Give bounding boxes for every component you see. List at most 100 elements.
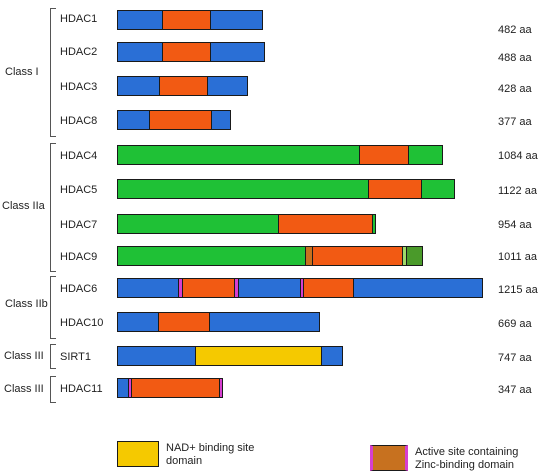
protein-length: 954 aa <box>498 219 532 231</box>
nad-binding-domain <box>196 347 322 365</box>
protein-length: 1084 aa <box>498 150 538 162</box>
deacetylase-flank <box>118 11 163 29</box>
hdac2-bar <box>117 42 265 62</box>
deacetylase-domain <box>163 11 211 29</box>
deacetylase-domain <box>160 77 208 95</box>
class-iii-hdac11-brace-top <box>50 376 56 377</box>
legend-active-site-swatch <box>370 445 408 471</box>
deacetylase-flank <box>211 11 262 29</box>
deacetylase-domain <box>132 379 220 397</box>
protein-length: 488 aa <box>498 52 532 64</box>
protein-name: HDAC7 <box>60 219 98 231</box>
class-iia-brace <box>50 143 51 271</box>
class-iia-brace-top <box>50 143 56 144</box>
protein-name: HDAC11 <box>60 383 103 395</box>
protein-name: HDAC10 <box>60 317 104 329</box>
c-terminal-domain <box>407 247 422 265</box>
class-iia-label: Class IIa <box>2 200 45 212</box>
deacetylase-flank <box>118 111 150 129</box>
protein-length: 747 aa <box>498 352 532 364</box>
c-terminal-flank <box>322 347 342 365</box>
protein-name: SIRT1 <box>60 351 91 363</box>
class-i-brace-bottom <box>50 136 56 137</box>
deacetylase-domain <box>279 215 373 233</box>
class-iia-brace-bottom <box>50 271 56 272</box>
legend-active-site-label: Active site containing Zinc-binding doma… <box>415 446 519 471</box>
legend-nad-swatch <box>117 441 159 467</box>
c-terminal-domain <box>422 180 454 198</box>
protein-name: HDAC8 <box>60 115 98 127</box>
deacetylase-domain <box>163 43 211 61</box>
hdac11-bar <box>117 378 223 398</box>
protein-name: HDAC3 <box>60 81 98 93</box>
deacetylase-flank <box>118 43 163 61</box>
deacetylase-domain <box>360 146 409 164</box>
protein-name: HDAC9 <box>60 251 98 263</box>
zinc-binding-marker <box>179 279 183 297</box>
hdac9-bar <box>117 246 423 266</box>
n-terminal-domain <box>118 180 369 198</box>
c-terminal-flank <box>354 279 482 297</box>
deacetylase-flank <box>118 77 160 95</box>
c-terminal-domain <box>409 146 442 164</box>
protein-name: HDAC5 <box>60 184 98 196</box>
class-iii-sirt-brace <box>50 344 51 368</box>
protein-length: 1122 aa <box>498 185 537 197</box>
hdac6-bar <box>117 278 483 298</box>
class-iii-hdac11-brace <box>50 376 51 402</box>
deacetylase-domain <box>159 313 210 331</box>
deacetylase-flank <box>211 43 264 61</box>
n-terminal-flank <box>118 279 179 297</box>
deacetylase-domain <box>313 247 403 265</box>
class-iii-sirt-label: Class III <box>4 350 44 362</box>
class-iii-sirt-brace-top <box>50 344 56 345</box>
protein-length: 482 aa <box>498 24 532 36</box>
class-iib-brace <box>50 276 51 338</box>
n-terminal-domain <box>118 215 279 233</box>
n-terminal-flank <box>118 347 196 365</box>
class-i-brace <box>50 8 51 136</box>
active-site-marker <box>306 247 313 265</box>
c-terminal-domain <box>373 215 375 233</box>
deacetylase-flank <box>212 111 230 129</box>
n-terminal-domain <box>118 247 306 265</box>
protein-name: HDAC6 <box>60 283 98 295</box>
active-site-marker <box>403 247 407 265</box>
protein-length: 428 aa <box>498 83 532 95</box>
c-terminal-flank <box>210 313 319 331</box>
class-i-brace-top <box>50 8 56 9</box>
legend-nad-label: NAD+ binding site domain <box>166 442 255 467</box>
zinc-binding-marker <box>220 379 222 397</box>
protein-length: 1215 aa <box>498 284 538 296</box>
hdac3-bar <box>117 76 248 96</box>
protein-name: HDAC4 <box>60 150 98 162</box>
class-iii-hdac11-brace-bottom <box>50 402 56 403</box>
deacetylase-flank <box>208 77 247 95</box>
class-i-label: Class I <box>5 66 39 78</box>
n-terminal-domain <box>118 146 360 164</box>
protein-name: HDAC2 <box>60 46 98 58</box>
protein-length: 669 aa <box>498 318 532 330</box>
class-iib-brace-bottom <box>50 338 56 339</box>
sirt1-bar <box>117 346 343 366</box>
protein-length: 347 aa <box>498 384 532 396</box>
class-iib-label: Class IIb <box>5 298 48 310</box>
deacetylase-domain <box>150 111 212 129</box>
hdac8-bar <box>117 110 231 130</box>
class-iii-sirt-brace-bottom <box>50 368 56 369</box>
deacetylase-domain-1 <box>183 279 235 297</box>
hdac5-bar <box>117 179 455 199</box>
deacetylase-domain-2 <box>304 279 354 297</box>
zinc-binding-marker <box>235 279 239 297</box>
class-iib-brace-top <box>50 276 56 277</box>
class-iii-hdac11-label: Class III <box>4 383 44 395</box>
linker-region <box>239 279 301 297</box>
protein-length: 377 aa <box>498 116 532 128</box>
zinc-binding-marker <box>301 279 304 297</box>
n-terminal-flank <box>118 313 159 331</box>
zinc-binding-marker <box>129 379 132 397</box>
hdac1-bar <box>117 10 263 30</box>
protein-name: HDAC1 <box>60 13 98 25</box>
hdac4-bar <box>117 145 443 165</box>
n-terminal-flank <box>118 379 129 397</box>
